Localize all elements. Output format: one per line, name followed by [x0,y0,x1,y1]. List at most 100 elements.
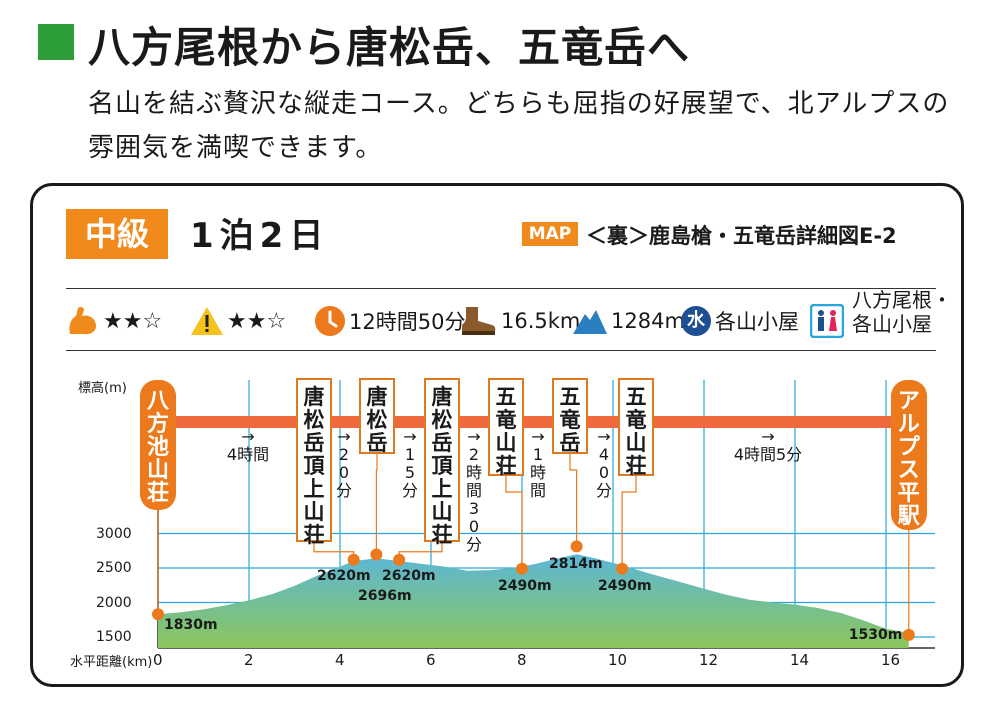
arm-muscle-icon [66,304,100,338]
ascent-value: 1284m [611,309,685,333]
time-stat: 12時間50分 [314,300,465,342]
waypoint-label-4: 五 竜 岳 [552,378,588,455]
segment-time-arrow-2: → [403,427,417,446]
waypoint-leader-4 [569,454,578,547]
toilet-stat [810,300,844,342]
waypoint-marker-0 [347,553,360,566]
y-axis-label: 標高(m) [78,381,127,396]
waypoint-elevation-3: 2490m [498,578,552,594]
segment-time-arrow-3: → [467,427,481,446]
x-axis-label: 水平距離(km) [70,655,153,670]
clock-icon [314,305,346,337]
start-marker [152,608,164,621]
waypoint-elevation-0: 2620m [317,568,371,584]
stats-top-rule [66,288,936,289]
waypoint-label-5: 五 竜 山 荘 [618,378,654,478]
waypoint-leader-3 [505,476,523,569]
segment-time-text-3: 2 時 間 3 0 分 [465,445,482,554]
x-tick-3: 6 [426,651,436,669]
segment-time-0: → 4時間 [198,428,298,464]
waypoint-elevation-2: 2620m [382,568,436,584]
warning-icon [190,305,224,337]
segment-time-4: → 1 時 間 [526,428,550,500]
end-marker [902,628,915,641]
start-point-label: 八 方 池 山 荘 [140,380,176,510]
y-tick-2: 2500 [96,560,132,576]
x-tick-0: 0 [153,651,163,669]
waypoint-leader-5 [621,476,637,569]
x-tick-8: 16 [881,651,901,669]
x-tick-6: 12 [699,651,719,669]
ascent-stat: 1284m [572,300,685,342]
waypoint-markers [152,540,915,641]
segment-time-1: → 2 0 分 [332,428,356,500]
segment-time-arrow-4: → [531,427,545,446]
segment-time-5: → 4 0 分 [592,428,616,500]
segment-time-arrow-6: → [761,427,775,446]
distance-stat: 16.5km [458,300,580,342]
route-band [158,416,909,428]
waypoint-marker-1 [370,548,383,561]
route-line [158,416,909,428]
waypoint-elevation-4: 2814m [549,556,603,572]
waypoint-elevation-1: 2696m [358,588,412,604]
segment-time-arrow-0: → [241,427,255,446]
x-tick-2: 4 [335,651,345,669]
course-card [30,183,964,687]
water-icon: 水 [680,305,712,337]
x-tick-7: 14 [790,651,810,669]
waypoint-elevation-5: 2490m [598,578,652,594]
segment-time-text-2: 1 5 分 [401,445,418,500]
leader-lines [157,454,910,635]
water-value: 各山小屋 [715,310,799,334]
toilet-value: 八方尾根・ 各山小屋 [852,288,952,336]
start-elevation: 1830m [164,617,218,634]
segment-time-text-1: 2 0 分 [335,445,352,500]
end-elevation: 1530m [848,626,903,643]
waypoint-marker-2 [393,553,406,566]
stamina-stars: ★★☆ [103,308,163,334]
segment-time-arrow-1: → [337,427,351,446]
segment-time-3: → 2 時 間 3 0 分 [462,428,486,554]
waypoint-leader-1 [375,454,378,555]
y-tick-1: 2000 [96,594,132,611]
stamina-stat: ★★☆ [66,300,162,342]
segment-time-text-6: 4時間5分 [733,445,803,464]
technique-stars: ★★☆ [227,308,287,334]
map-reference: ＜裏＞鹿島槍・五竜岳詳細図E-2 [586,224,897,248]
course-stats: ★★☆ ★★☆ 12時間50分 16.5km 1284m 水 各山小屋 [66,300,946,342]
waypoint-label-0: 唐 松 岳 頂 上 山 荘 [296,378,332,547]
segment-time-text-4: 1 時 間 [529,445,546,500]
x-tick-5: 10 [608,651,628,669]
title-marker [38,24,74,60]
segment-time-2: → 1 5 分 [398,428,422,500]
water-badge-text: 水 [687,310,705,331]
technique-stat: ★★☆ [190,300,286,342]
segment-time-text-5: 4 0 分 [595,445,612,500]
map-badge: MAP [522,222,578,246]
waypoint-marker-4 [570,540,583,553]
terrain-area [158,554,909,648]
stats-bottom-rule [66,350,936,351]
waypoint-marker-5 [616,562,629,575]
waypoint-marker-3 [516,562,528,575]
segment-time-6: → 4時間5分 [718,428,818,464]
waypoint-label-2: 唐 松 岳 頂 上 山 荘 [424,378,460,547]
y-tick-0: 1500 [96,629,132,645]
x-tick-1: 2 [244,651,254,669]
end-point-label: ア ル プ ス 平 駅 [890,380,927,530]
difficulty-badge: 中級 [66,209,168,259]
page-title: 八方尾根から唐松岳、五竜岳へ [88,23,691,72]
waypoint-label-3: 五 竜 山 荘 [488,378,524,478]
mountain-icon [572,306,608,336]
segment-time-text-0: 4時間 [226,445,270,464]
duration-text: 1泊2日 [190,216,330,256]
water-stat: 水 各山小屋 [680,300,799,342]
waypoint-label-1: 唐 松 岳 [359,378,395,455]
y-tick-3: 3000 [96,525,132,542]
boot-icon [458,305,498,337]
segment-time-arrow-5: → [597,427,611,446]
toilet-icon [810,304,844,338]
toilet-line-2: 各山小屋 [852,312,932,336]
